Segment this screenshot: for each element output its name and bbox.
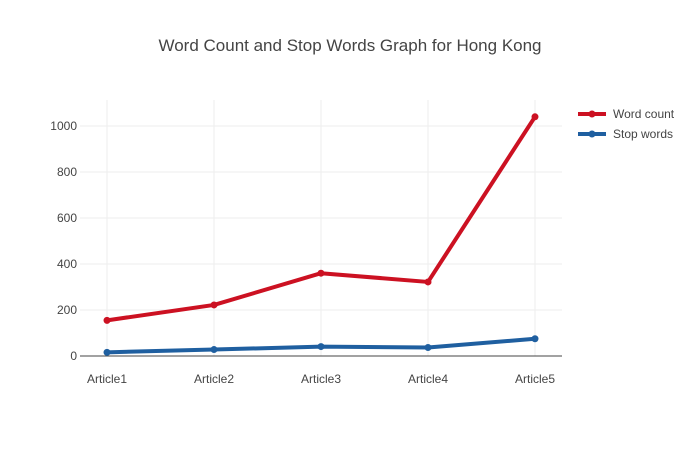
- x-tick-label: Article2: [194, 372, 234, 386]
- x-tick-label: Article1: [87, 372, 127, 386]
- legend-swatch-marker: [588, 130, 596, 138]
- x-tick-label: Article3: [301, 372, 341, 386]
- series-layer: [103, 113, 539, 356]
- y-tick-label: 1000: [50, 119, 77, 133]
- legend-label: Stop words: [613, 127, 673, 141]
- data-point[interactable]: [210, 346, 218, 354]
- x-tick-label: Article5: [515, 372, 555, 386]
- legend-item-word-count[interactable]: Word count: [578, 107, 675, 121]
- legend-label: Word count: [613, 107, 675, 121]
- legend-item-stop-words[interactable]: Stop words: [578, 127, 673, 141]
- axis-layer: 0 200 400 600 800 1000 Article1 Article2 Article…: [50, 119, 562, 386]
- grid-layer: [80, 100, 562, 356]
- data-point[interactable]: [424, 278, 432, 286]
- data-point[interactable]: [317, 343, 325, 351]
- y-tick-label: 800: [57, 165, 77, 179]
- y-tick-label: 200: [57, 303, 77, 317]
- chart-title: Word Count and Stop Words Graph for Hong…: [158, 36, 541, 55]
- x-tick-label: Article4: [408, 372, 448, 386]
- data-point[interactable]: [531, 335, 539, 343]
- data-point[interactable]: [424, 343, 432, 351]
- legend[interactable]: Word count Stop words: [578, 107, 675, 141]
- y-tick-label: 0: [70, 349, 77, 363]
- data-point[interactable]: [531, 113, 539, 121]
- y-tick-label: 400: [57, 257, 77, 271]
- data-point[interactable]: [210, 301, 218, 309]
- y-tick-label: 600: [57, 211, 77, 225]
- data-point[interactable]: [103, 348, 111, 356]
- data-point[interactable]: [317, 269, 325, 277]
- data-point[interactable]: [103, 316, 111, 324]
- legend-swatch-marker: [588, 110, 596, 118]
